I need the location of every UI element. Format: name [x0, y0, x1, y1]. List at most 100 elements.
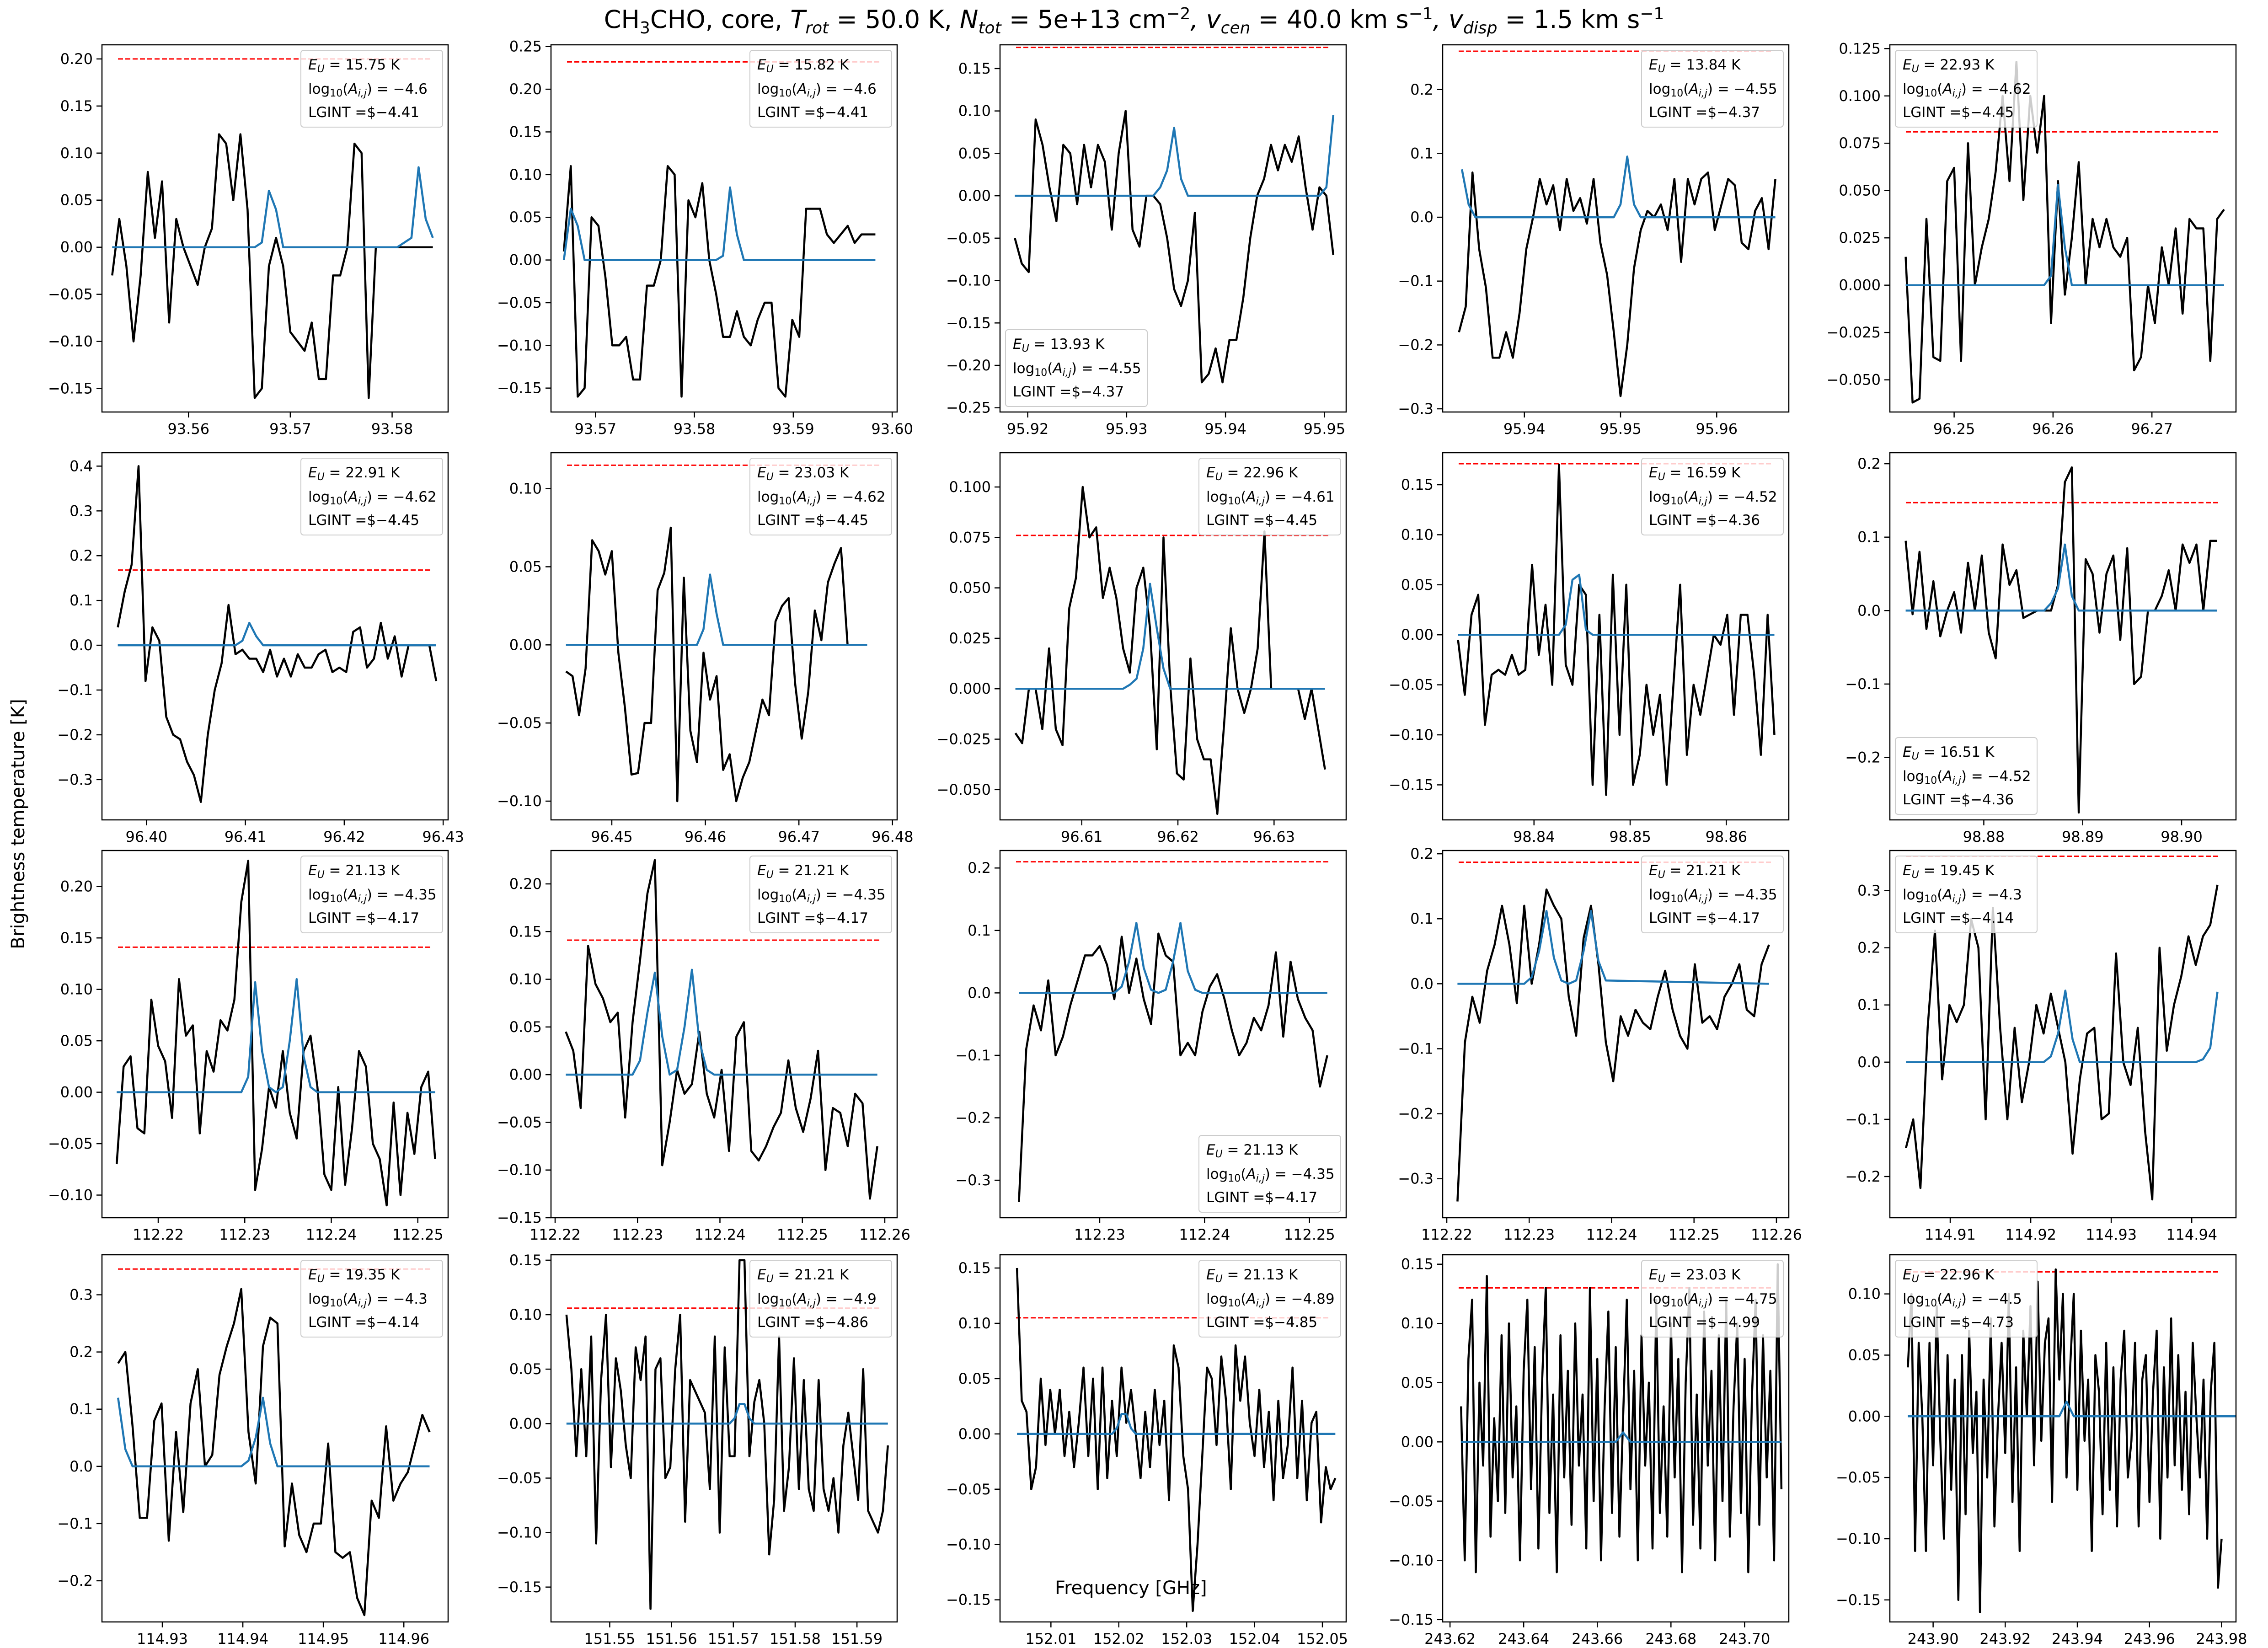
model-spectrum-line	[1908, 1400, 2236, 1418]
y-tick-label: 0.20	[60, 50, 93, 68]
axes-frame	[1442, 452, 1790, 821]
axes-frame	[101, 44, 449, 413]
figure-title: CH3CHO, core, Trot = 50.0 K, Ntot = 5e+1…	[604, 5, 1664, 37]
y-tick-label: −0.2	[955, 1109, 991, 1126]
legend-einstein-a: log10(Ai,j) = −4.62	[1903, 81, 2031, 99]
legend-upper-energy: EU = 19.45 K	[1903, 862, 1995, 881]
legend: EU = 16.51 K log10(Ai,j) = −4.52 LGINT =$−…	[1895, 737, 2038, 815]
legend-upper-energy: EU = 16.51 K	[1903, 744, 1995, 762]
legend-lgint: LGINT =$−4.45	[308, 512, 419, 529]
x-tick-label: 243.62	[1424, 1630, 1476, 1648]
x-tick-label: 112.24	[1179, 1226, 1230, 1243]
axes-frame	[550, 1254, 898, 1623]
x-tick-label: 96.47	[778, 828, 820, 845]
y-tick-label: 0.2	[70, 1343, 93, 1361]
x-tick-label: 96.48	[872, 828, 914, 845]
x-tick-label: 112.25	[392, 1226, 444, 1243]
legend: EU = 21.21 K log10(Ai,j) = −4.9 LGINT =$−4…	[749, 1260, 892, 1338]
data-spectrum-line	[1904, 61, 2225, 404]
y-tick-label: 0.00	[509, 1066, 542, 1083]
y-tick-label: 0.10	[60, 981, 93, 998]
spectrum-panel-12: 112.22 112.23 112.24 112.25 112.26 −0.15 −0.10…	[497, 850, 910, 1243]
axes-frame	[101, 850, 449, 1219]
axes-frame	[1442, 850, 1790, 1219]
spectrum-panel-2: 93.57 93.58 93.59 93.60 −0.15 −0.10 −0.05 0.00 0…	[497, 38, 913, 438]
y-tick-label: −0.10	[497, 337, 542, 354]
y-tick-label: 0.0	[968, 984, 991, 1001]
y-tick-label: 0.0	[70, 1458, 93, 1475]
x-tick-label: 96.63	[1253, 828, 1295, 845]
y-tick-label: −0.3	[1398, 1170, 1434, 1188]
legend: EU = 21.13 K log10(Ai,j) = −4.35 LGINT =$−…	[1198, 1135, 1341, 1213]
y-tick-label: 0.1	[1857, 529, 1881, 546]
y-tick-label: −0.2	[57, 1572, 93, 1589]
y-tick-label: −0.05	[497, 1469, 542, 1487]
y-tick-label: 0.15	[60, 929, 93, 947]
legend-einstein-a: log10(Ai,j) = −4.75	[1649, 1291, 1777, 1309]
y-tick-label: −0.25	[946, 399, 991, 417]
y-tick-label: −0.05	[48, 1135, 93, 1152]
y-tick-label: 0.075	[1839, 134, 1881, 152]
x-tick-label: 243.70	[1719, 1630, 1770, 1648]
y-tick-label: −0.05	[497, 294, 542, 311]
model-spectrum-line	[118, 621, 436, 647]
x-tick-label: 96.26	[2032, 420, 2074, 438]
y-tick-label: 0.00	[509, 636, 542, 653]
x-tick-label: 96.25	[1933, 420, 1975, 438]
y-tick-label: 0.05	[1401, 576, 1434, 594]
model-spectrum-line	[1017, 1413, 1336, 1435]
x-tick-label: 95.95	[1304, 420, 1346, 438]
legend: EU = 22.96 K log10(Ai,j) = −4.61 LGINT =$−…	[1198, 458, 1341, 535]
legend-lgint: LGINT =$−4.37	[1649, 104, 1760, 121]
y-tick-label: −0.3	[1398, 400, 1434, 417]
x-tick-label: 96.61	[1061, 828, 1103, 845]
y-tick-label: −0.10	[48, 1187, 93, 1204]
data-spectrum-line	[1907, 1268, 2223, 1613]
y-tick-label: −0.2	[1845, 749, 1881, 766]
x-tick-label: 243.90	[1908, 1630, 1959, 1648]
x-tick-label: 95.93	[1106, 420, 1148, 438]
legend-einstein-a: log10(Ai,j) = −4.9	[757, 1291, 877, 1309]
y-tick-label: 0.15	[509, 1252, 542, 1269]
y-tick-label: 0.4	[70, 457, 93, 475]
legend-upper-energy: EU = 21.13 K	[308, 862, 400, 881]
legend: EU = 21.21 K log10(Ai,j) = −4.35 LGINT =$−…	[749, 856, 892, 933]
legend-einstein-a: log10(Ai,j) = −4.35	[1206, 1166, 1335, 1184]
legend: EU = 13.84 K log10(Ai,j) = −4.55 LGINT =$−…	[1641, 50, 1784, 128]
legend-upper-energy: EU = 21.21 K	[757, 1267, 849, 1285]
x-tick-label: 98.89	[2062, 828, 2104, 845]
y-tick-label: 0.000	[949, 680, 991, 697]
x-tick-label: 112.23	[219, 1226, 270, 1243]
x-tick-label: 95.94	[1204, 420, 1246, 438]
y-tick-label: −0.1	[57, 1515, 93, 1532]
spectrum-panel-5: 96.25 96.26 96.27 −0.050 −0.025 0.000 0.025 0.0…	[1827, 40, 2237, 438]
x-tick-label: 112.25	[1669, 1226, 1720, 1243]
y-tick-label: −0.15	[497, 1209, 542, 1226]
axes-frame	[101, 1254, 449, 1623]
y-tick-label: −0.10	[1389, 1552, 1434, 1569]
y-tick-label: 0.00	[60, 1084, 93, 1101]
x-tick-label: 98.88	[1963, 828, 2005, 845]
y-tick-label: 0.10	[1848, 1285, 1881, 1303]
spectrum-panel-11: 112.22 112.23 112.24 112.25 −0.10 −0.05 0.00 0.…	[48, 850, 449, 1243]
y-tick-label: 0.125	[1839, 40, 1881, 57]
data-spectrum-line	[111, 133, 433, 399]
x-tick-label: 112.22	[1421, 1226, 1472, 1243]
x-tick-label: 96.45	[591, 828, 633, 845]
axes-frame	[999, 452, 1347, 821]
x-tick-label: 98.86	[1706, 828, 1748, 845]
x-tick-label: 151.59	[831, 1630, 883, 1648]
legend-einstein-a: log10(Ai,j) = −4.6	[757, 81, 877, 99]
x-tick-label: 93.60	[871, 420, 913, 438]
x-tick-label: 151.56	[646, 1630, 697, 1648]
y-tick-label: 0.20	[509, 80, 542, 98]
model-spectrum-line	[566, 1403, 888, 1425]
y-tick-label: 0.2	[968, 859, 991, 877]
y-tick-label: −0.05	[946, 1481, 991, 1498]
legend: EU = 15.75 K log10(Ai,j) = −4.6 LGINT =$−4…	[300, 50, 443, 128]
y-tick-label: 0.05	[60, 192, 93, 209]
y-tick-label: 0.10	[60, 144, 93, 162]
legend: EU = 21.13 K log10(Ai,j) = −4.89 LGINT =$−…	[1198, 1260, 1341, 1338]
legend-upper-energy: EU = 21.13 K	[1206, 1267, 1298, 1285]
